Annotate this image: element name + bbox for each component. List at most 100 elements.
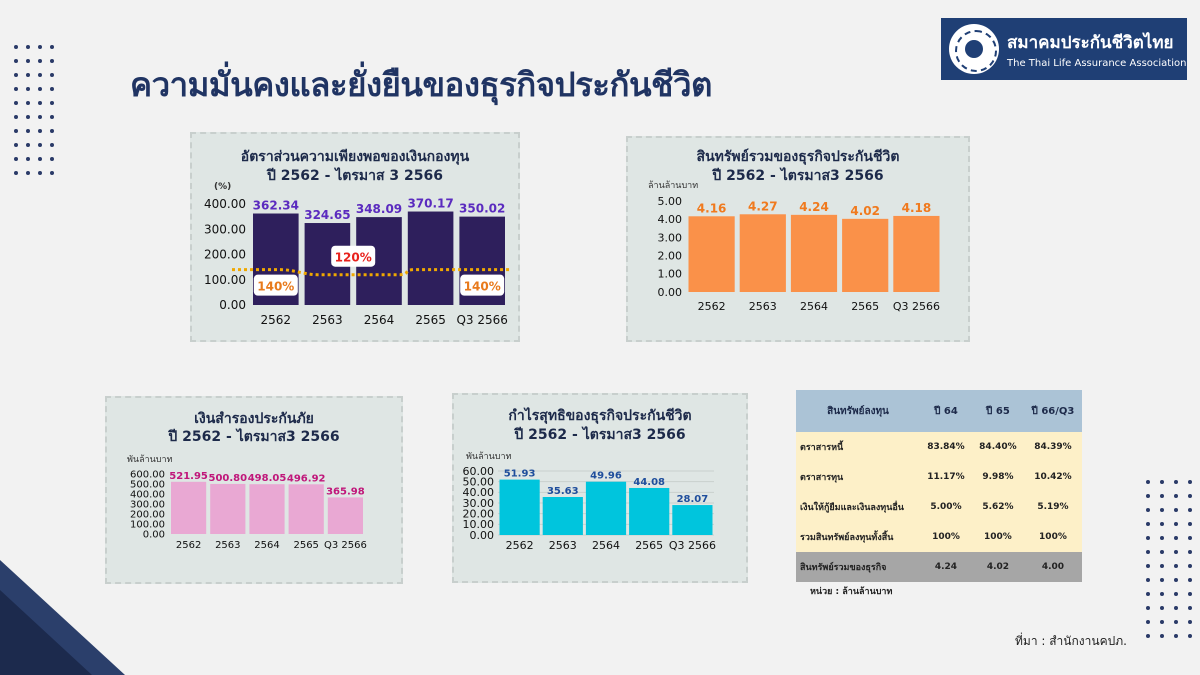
- total-assets-panel: สินทรัพย์รวมของธุรกิจประกันชีวิต ปี 2562…: [626, 136, 970, 342]
- table-cell-value: 5.00%: [920, 492, 972, 522]
- bar: [288, 484, 324, 534]
- dot: [14, 73, 18, 77]
- bar: [585, 481, 627, 535]
- dot: [1174, 494, 1178, 498]
- data-label: 4.27: [748, 199, 778, 213]
- dot: [14, 171, 18, 175]
- y-tick-label: 1.00: [658, 268, 683, 281]
- dot: [14, 143, 18, 147]
- dot: [1188, 592, 1192, 596]
- bar: [327, 497, 363, 534]
- table-cell-label: เงินให้กู้ยืมและเงินลงทุนอื่น: [796, 492, 920, 522]
- total-assets-chart: 0.00 1.00 2.00 3.00 4.00 5.00 4.16 2562 4.27 2563…: [658, 195, 940, 313]
- x-tick-label: 2563: [749, 300, 777, 313]
- dot: [1160, 606, 1164, 610]
- dot: [1146, 620, 1150, 624]
- dot: [38, 157, 42, 161]
- x-tick-label: Q3 2566: [324, 540, 367, 551]
- dot: [1146, 550, 1150, 554]
- logo-thai-name: สมาคมประกันชีวิตไทย: [1007, 33, 1174, 53]
- table-cell-label: ตราสารหนี้: [796, 432, 920, 462]
- x-tick-label: 2564: [254, 540, 279, 551]
- data-label: 350.02: [459, 202, 505, 216]
- y-tick-label: 200.00: [130, 510, 165, 521]
- dot: [50, 129, 54, 133]
- data-label: 498.05: [248, 473, 287, 484]
- data-label: 35.63: [547, 486, 579, 497]
- dot: [38, 73, 42, 77]
- table-cell-value: 9.98%: [971, 462, 1024, 492]
- threshold-label-box: [460, 274, 505, 296]
- threshold-label: 140%: [257, 280, 294, 294]
- dot: [1160, 480, 1164, 484]
- dot: [1174, 550, 1178, 554]
- x-tick-label: 2565: [293, 540, 318, 551]
- bar: [739, 214, 786, 292]
- x-tick-label: 2565: [635, 539, 663, 552]
- y-tick-label: 0.00: [219, 298, 246, 312]
- table-cell-value: 83.84%: [920, 432, 972, 462]
- x-tick-label: 2565: [415, 313, 446, 327]
- dot: [50, 73, 54, 77]
- table-header-year-65: ปี 65: [971, 390, 1024, 432]
- table-total-row: สินทรัพย์รวมของธุรกิจ 4.24 4.02 4.00: [796, 552, 1082, 582]
- table-cell-value: 10.42%: [1023, 462, 1082, 492]
- table-cell-value: 5.62%: [971, 492, 1024, 522]
- table-cell-value: 100%: [1023, 522, 1082, 552]
- dot: [14, 59, 18, 63]
- dot: [1160, 536, 1164, 540]
- dot: [38, 129, 42, 133]
- association-logo: สมาคมประกันชีวิตไทย The Thai Life Assura…: [941, 18, 1187, 80]
- y-tick-label: 50.00: [463, 476, 495, 489]
- investment-assets-table: สินทรัพย์ลงทุน ปี 64 ปี 65 ปี 66/Q3 ตราส…: [796, 390, 1082, 582]
- dot-pattern-top-left: [14, 45, 62, 185]
- dot: [1160, 634, 1164, 638]
- dot: [1188, 494, 1192, 498]
- dot: [38, 45, 42, 49]
- data-label: 348.09: [356, 202, 402, 216]
- dot: [1188, 550, 1192, 554]
- dot: [50, 143, 54, 147]
- bar: [629, 487, 670, 535]
- bar: [210, 483, 246, 534]
- dot: [14, 45, 18, 49]
- dot: [1174, 508, 1178, 512]
- dot: [50, 157, 54, 161]
- dot: [14, 129, 18, 133]
- capital-adequacy-panel: อัตราส่วนความเพียงพอของเงินกองทุน ปี 256…: [190, 132, 520, 342]
- table-cell-value: 4.24: [920, 552, 972, 582]
- dot: [1160, 508, 1164, 512]
- dot: [50, 87, 54, 91]
- y-tick-label: 300.00: [204, 222, 246, 236]
- bar: [407, 211, 454, 305]
- dot: [50, 101, 54, 105]
- dot: [1146, 634, 1150, 638]
- dot: [14, 157, 18, 161]
- dot: [50, 171, 54, 175]
- dot: [1188, 480, 1192, 484]
- dot: [38, 101, 42, 105]
- dot: [1174, 480, 1178, 484]
- insurance-reserves-title: เงินสำรองประกันภัย: [194, 411, 314, 427]
- threshold-label-box: [331, 245, 376, 267]
- dot: [1146, 508, 1150, 512]
- dot: [1160, 592, 1164, 596]
- dot: [1188, 522, 1192, 526]
- dot: [1174, 634, 1178, 638]
- dot: [1160, 550, 1164, 554]
- dot: [14, 87, 18, 91]
- net-profit-panel: กำไรสุทธิของธุรกิจประกันชีวิต ปี 2562 - …: [452, 393, 748, 583]
- dot: [1188, 620, 1192, 624]
- y-tick-label: 100.00: [204, 273, 246, 287]
- dot: [1188, 564, 1192, 568]
- table-cell-value: 11.17%: [920, 462, 972, 492]
- data-label: 4.24: [799, 200, 829, 214]
- data-label: 365.98: [326, 486, 365, 497]
- insurance-reserves-chart: 0.00100.00200.00300.00400.00500.00600.00…: [130, 470, 367, 552]
- x-tick-label: Q3 2566: [456, 313, 507, 327]
- table-row: ตราสารหนี้ 83.84% 84.40% 84.39%: [796, 432, 1082, 462]
- dot: [1146, 606, 1150, 610]
- dot: [1146, 536, 1150, 540]
- table-unit-note: หน่วย : ล้านล้านบาท: [810, 587, 893, 597]
